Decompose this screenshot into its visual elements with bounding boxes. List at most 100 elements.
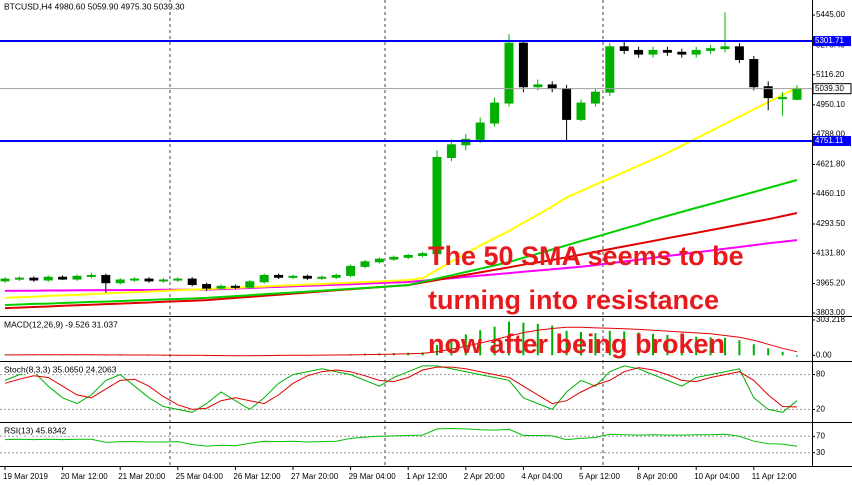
y-tick-label: 3965.20 (816, 279, 845, 288)
histogram-bar (652, 333, 654, 356)
histogram-bar (493, 326, 496, 356)
histogram-bar (666, 334, 669, 356)
candle-body (43, 276, 53, 281)
current-price-label: 5039.30 (815, 84, 844, 93)
annotation: turning into resistance (428, 285, 719, 315)
y-tick-label: 0.00 (816, 350, 832, 359)
current-price-box (812, 83, 852, 95)
x-tick-label: 5 Apr 12:00 (579, 472, 620, 481)
candle-body (317, 276, 327, 279)
histogram-bar (522, 322, 525, 356)
level-label-box (813, 36, 851, 47)
histogram-bar (565, 330, 568, 356)
panel-title: MACD(12,26,9) -9.526 31.037 (4, 319, 118, 329)
candle-body (144, 278, 154, 282)
candle-body (432, 157, 442, 255)
candle-body (274, 274, 284, 278)
x-tick-label: 26 Mar 12:00 (233, 472, 281, 481)
candle-body (230, 285, 240, 288)
histogram-bar (724, 337, 726, 356)
candle-body (763, 86, 773, 99)
candle-body (778, 97, 788, 100)
candle-body (504, 42, 514, 104)
candle-body (58, 276, 68, 280)
x-tick-label: 25 Mar 04:00 (176, 472, 224, 481)
candle-body (446, 144, 456, 158)
candle-body (245, 281, 255, 288)
candle-body (720, 46, 730, 50)
histogram-bar (637, 332, 640, 356)
level-label-box (813, 135, 851, 146)
candle-body (734, 46, 744, 61)
candle-body (749, 59, 759, 88)
plot (0, 12, 812, 454)
candle-body (619, 46, 629, 51)
x-tick-label: 4 Apr 04:00 (521, 472, 562, 481)
histogram-bar (695, 336, 698, 356)
y-tick-label: 4131.80 (816, 248, 845, 257)
x-tick-label: 29 Mar 04:00 (349, 472, 397, 481)
histogram-bar (738, 340, 741, 356)
candle-body (562, 88, 572, 120)
x-tick-label: 1 Apr 12:00 (406, 472, 447, 481)
candle-body (346, 265, 356, 276)
candle-body (792, 88, 802, 100)
histogram-bar (709, 337, 712, 356)
histogram-bar (464, 334, 467, 356)
annotation: now after being broken (428, 329, 725, 359)
candle-body (29, 277, 39, 281)
candle-body (634, 49, 644, 55)
candle-body (360, 261, 370, 267)
x-tick-label: 8 Apr 20:00 (637, 472, 678, 481)
histogram-bar (752, 344, 755, 356)
histogram-bar (580, 332, 582, 356)
histogram-bar (508, 321, 510, 356)
candle-body (173, 278, 183, 281)
candle-body (130, 278, 140, 281)
x-tick-label: 2 Apr 20:00 (464, 472, 505, 481)
candle-body (202, 284, 212, 289)
frame (0, 0, 852, 467)
candle-body (677, 51, 687, 55)
y-tick-label: 4950.10 (816, 100, 845, 109)
moving-average (4, 239, 798, 292)
candle-body (461, 138, 471, 146)
y-tick-label: 4460.10 (816, 189, 845, 198)
histogram-bar (119, 355, 122, 356)
candle-body (475, 122, 485, 140)
y-tick-label: 4788.00 (816, 129, 845, 138)
histogram-bar (594, 333, 597, 356)
candle-body (72, 275, 82, 280)
histogram-bar (623, 331, 626, 356)
y-tick-label: 3803.00 (816, 308, 845, 317)
histogram-bar (767, 348, 770, 356)
indicator-line (5, 326, 798, 357)
moving-average (4, 86, 798, 299)
candle-body (403, 254, 413, 258)
candle-body (547, 84, 557, 90)
candle-body (590, 91, 600, 104)
candle-body (331, 274, 341, 278)
x-tick-label: 19 Mar 2019 (3, 472, 48, 481)
candle-body (518, 42, 528, 88)
candle-body (389, 256, 399, 260)
y-tick-label: 5445.00 (816, 10, 845, 19)
histogram-bar (781, 351, 784, 356)
x-tick-label: 11 Apr 12:00 (752, 472, 797, 481)
candle-body (216, 285, 226, 289)
candle-body (374, 258, 384, 263)
candle-body (605, 46, 615, 93)
candle-body (662, 49, 672, 53)
candle-body (648, 49, 658, 55)
candle-body (706, 48, 716, 51)
candle-body (691, 49, 701, 55)
candle-body (115, 279, 125, 284)
x-tick-label: 21 Mar 20:00 (118, 472, 166, 481)
x-tick-label: 10 Apr 04:00 (694, 472, 740, 481)
histogram-bar (608, 330, 611, 356)
candle-body (158, 279, 168, 282)
